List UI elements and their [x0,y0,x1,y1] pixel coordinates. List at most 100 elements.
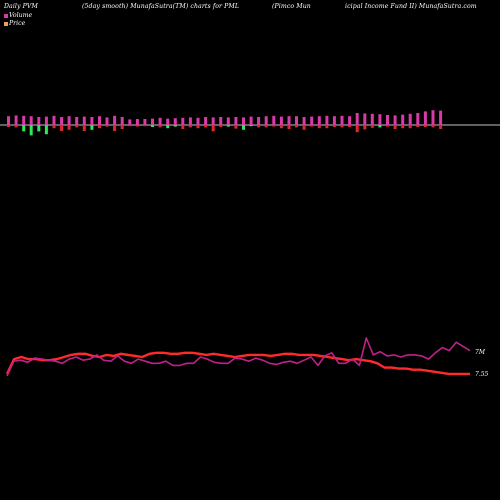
legend-volume-swatch [4,13,8,18]
volume-bar-4 [37,117,41,125]
volume-bar-below-7 [60,125,64,131]
volume-bar-0 [7,116,10,125]
legend-price: Price [4,20,25,27]
volume-bars [7,110,443,136]
volume-bar-below-55 [423,125,427,127]
volume-bar-below-44 [340,125,344,128]
volume-bar-9 [75,117,79,125]
volume-bar-41 [317,116,321,125]
volume-bar-19 [151,118,154,125]
volume-bar-37 [287,116,291,125]
volume-bar-below-30 [234,125,238,129]
volume-bar-38 [295,116,298,125]
volume-bar-below-6 [52,125,56,129]
volume-bar-below-31 [242,125,245,130]
company-name-part-b: icipal Income Fund II) MunafaSutra.com [345,3,477,10]
volume-bar-12 [98,116,101,125]
volume-bar-below-47 [363,125,367,130]
volume-bar-below-54 [416,125,420,127]
volume-bar-46 [355,113,359,125]
volume-bar-29 [226,117,230,125]
volume-bar-8 [67,116,71,125]
chart-title-ticker: Daily PVM [4,3,38,10]
volume-bar-below-18 [143,125,147,127]
volume-bar-below-39 [302,125,306,130]
company-name-part-a: (Pimco Mun [272,3,311,10]
volume-bar-below-38 [295,125,298,128]
volume-bar-below-35 [272,125,276,127]
volume-bar-52 [401,114,405,125]
volume-bar-below-2 [22,125,26,132]
volume-bar-below-5 [44,125,48,135]
volume-bar-20 [158,117,162,125]
volume-bar-22 [173,118,177,125]
volume-bar-below-23 [181,125,185,129]
volume-bar-below-41 [317,125,321,129]
volume-bar-16 [128,119,132,125]
volume-bar-33 [257,117,261,125]
volume-bar-below-53 [408,125,412,129]
volume-bar-below-42 [325,125,329,129]
volume-bar-below-20 [158,125,162,128]
legend-price-swatch [4,21,8,26]
volume-bar-28 [219,117,223,125]
volume-bar-below-48 [370,125,374,128]
volume-bar-18 [143,119,147,125]
volume-bar-48 [370,113,374,125]
volume-bar-below-3 [29,125,33,136]
volume-bar-34 [264,116,268,125]
volume-bar-below-27 [211,125,215,132]
volume-bar-57 [439,110,443,125]
volume-bar-42 [325,115,329,125]
volume-bar-2 [22,115,26,125]
volume-bar-39 [302,117,306,125]
price-line-1 [6,337,471,377]
volume-bar-below-22 [173,125,177,127]
volume-bar-17 [135,119,139,125]
volume-bar-6 [52,115,56,125]
volume-bar-47 [363,113,367,125]
volume-bar-3 [29,116,33,125]
volume-bar-below-26 [204,125,208,128]
volume-bar-below-17 [135,125,139,127]
volume-bar-below-11 [90,125,94,130]
chart-title-main: (5day smooth) MunafaSutra(TM) charts for… [82,3,240,10]
volume-bar-below-36 [279,125,283,129]
volume-bar-23 [181,117,185,125]
volume-bar-below-15 [120,125,124,129]
volume-bar-below-12 [98,125,101,129]
volume-bar-25 [196,117,200,125]
volume-bar-below-10 [82,125,86,131]
legend-price-label: Price [9,20,26,27]
volume-bar-36 [279,116,283,125]
volume-bar-below-51 [393,125,397,129]
volume-bar-below-56 [431,125,435,128]
volume-bar-27 [211,117,215,125]
volume-bar-30 [234,117,238,125]
volume-bar-26 [204,117,208,125]
volume-bar-below-50 [386,125,389,127]
volume-bar-53 [408,113,412,125]
volume-bar-below-49 [378,125,382,128]
volume-bar-below-32 [249,125,253,127]
volume-bar-54 [416,113,420,125]
volume-bar-10 [82,116,86,125]
legend-volume-label: Volume [9,12,33,19]
volume-bar-below-16 [128,125,132,127]
volume-bar-40 [310,116,314,125]
volume-bar-21 [166,118,170,125]
volume-bar-49 [378,114,382,125]
volume-bar-below-34 [264,125,268,128]
price-lines [5,337,471,377]
volume-bar-55 [423,111,427,125]
volume-bar-below-1 [14,125,18,128]
volume-bar-45 [348,116,352,125]
volume-bar-below-37 [287,125,291,129]
volume-bar-below-21 [166,125,170,129]
volume-bar-44 [340,115,344,125]
volume-bar-below-57 [439,125,443,129]
volume-bar-below-9 [75,125,79,128]
volume-bar-below-19 [151,125,154,127]
volume-bar-50 [386,115,389,125]
